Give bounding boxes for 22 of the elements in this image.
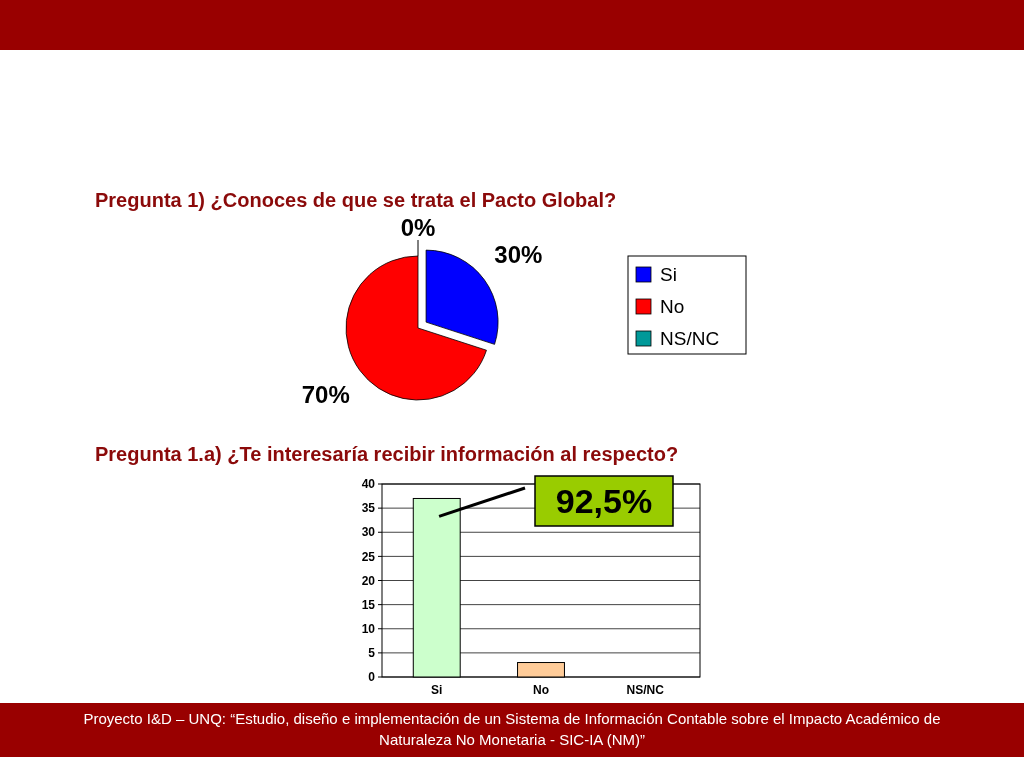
- chart-title: Pregunta 1.a) ¿Te interesaría recibir información al respecto?: [95, 443, 679, 465]
- y-tick-label: 40: [361, 477, 376, 492]
- x-tick-label: Si: [431, 683, 443, 697]
- chart-title: Pregunta 1) ¿Conoces de que se trata el Pacto Global?: [95, 189, 617, 211]
- y-tick-label: 20: [361, 573, 376, 588]
- legend-label: No: [660, 296, 685, 317]
- text: Proyecto I&D – UNQ: “Estudio, diseño e implementación de un Sistema de Información Contable sobre el Impacto Académico de Naturaleza No Monetaria - SIC-IA (NM)”: [83, 710, 941, 748]
- y-tick-label: 30: [361, 525, 376, 540]
- annotation: 92,5%: [555, 482, 653, 520]
- legend-label: Si: [660, 264, 677, 285]
- data-label: 70%: [301, 381, 350, 409]
- y-tick-label: 10: [361, 621, 376, 636]
- y-tick-label: 15: [361, 597, 376, 612]
- x-tick-label: NS/NC: [626, 683, 665, 697]
- y-tick-label: 0: [368, 670, 376, 685]
- y-tick-label: 5: [368, 646, 376, 661]
- y-tick-label: 25: [361, 549, 376, 564]
- legend-label: NS/NC: [660, 328, 720, 349]
- x-tick-label: No: [533, 683, 549, 697]
- y-tick-label: 35: [361, 501, 376, 516]
- text: 0%: [400, 214, 436, 241]
- data-label: 30%: [494, 241, 543, 269]
